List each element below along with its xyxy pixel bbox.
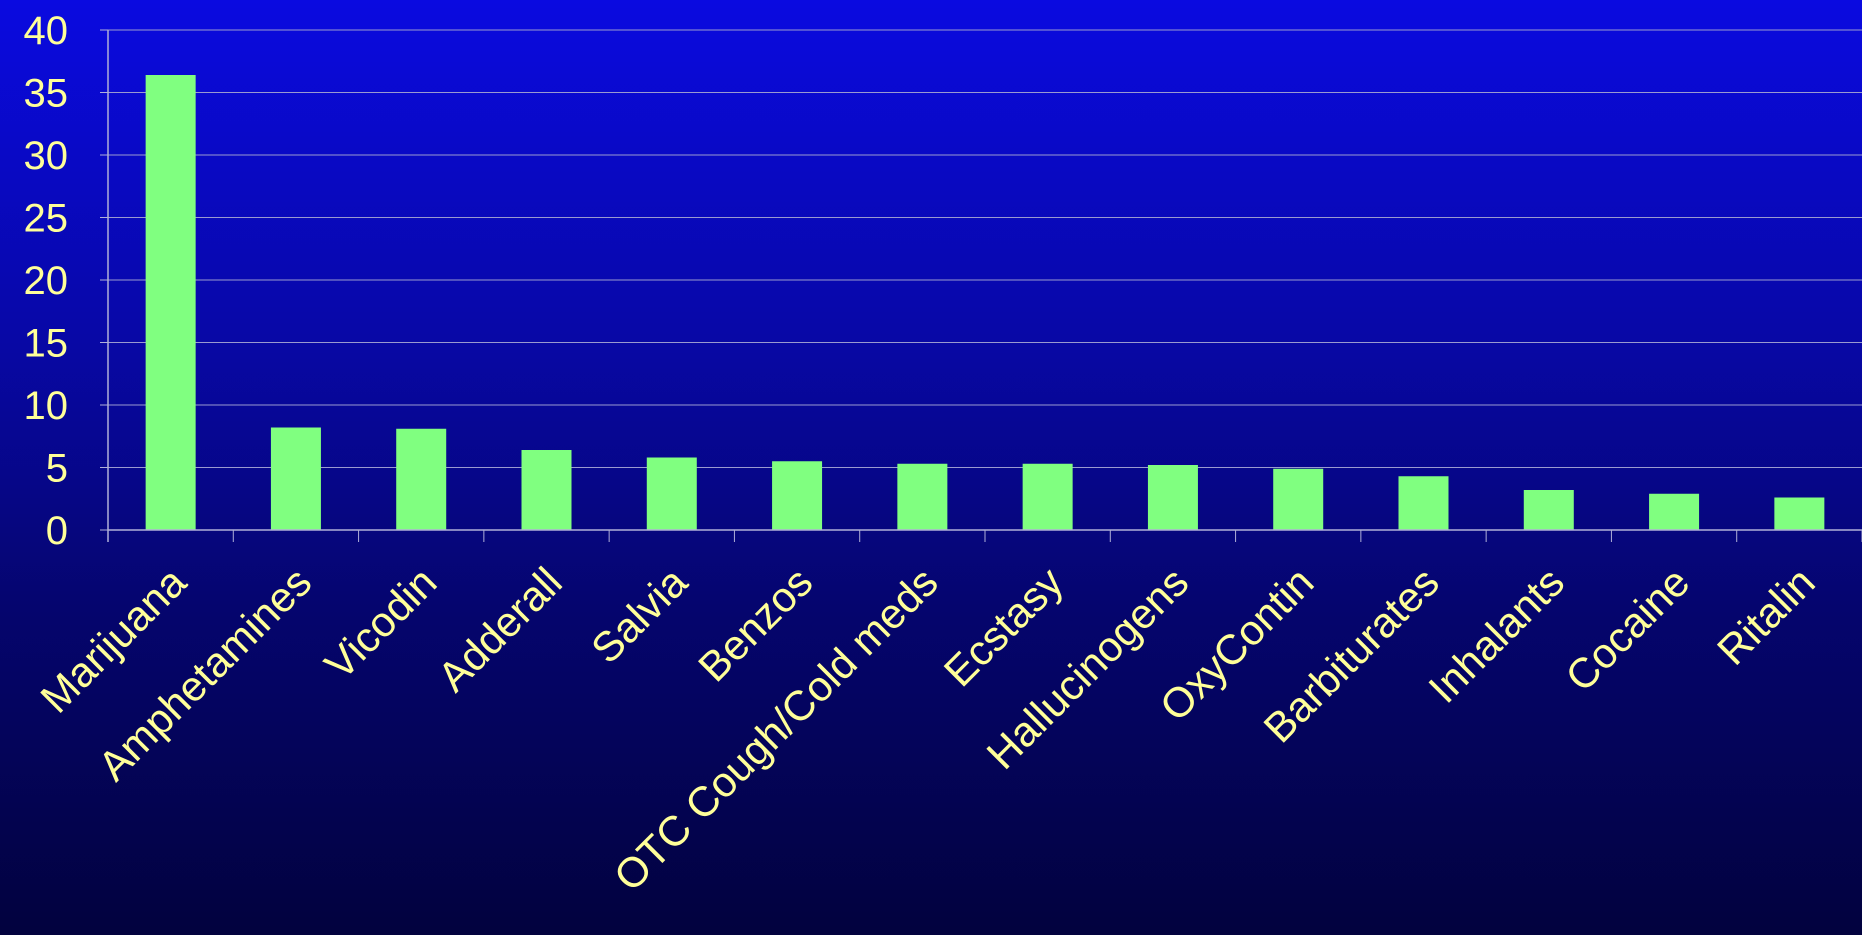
bar bbox=[270, 427, 321, 530]
bar bbox=[897, 463, 948, 530]
bar bbox=[1398, 476, 1449, 530]
x-category-label: Salvia bbox=[582, 558, 697, 673]
bar bbox=[1022, 463, 1073, 530]
x-category-label: Ritalin bbox=[1708, 558, 1824, 674]
bar bbox=[396, 428, 447, 530]
y-tick-label: 30 bbox=[24, 134, 69, 178]
y-tick-label: 35 bbox=[24, 72, 69, 116]
x-category-label: Adderall bbox=[429, 558, 571, 700]
y-tick-labels: 0 5 10 15 20 25 30 35 40 bbox=[24, 9, 69, 553]
y-tick-label: 5 bbox=[46, 447, 68, 491]
bars bbox=[145, 75, 1825, 530]
bar bbox=[1523, 490, 1574, 530]
axes bbox=[100, 29, 1862, 542]
x-category-label: Inhalants bbox=[1419, 558, 1573, 712]
bar bbox=[145, 75, 196, 530]
y-tick-label: 40 bbox=[24, 9, 69, 53]
x-category-label: Vicodin bbox=[315, 558, 445, 688]
y-tick-label: 20 bbox=[24, 259, 69, 303]
bar bbox=[1273, 468, 1324, 530]
bar bbox=[646, 457, 697, 530]
gridlines bbox=[108, 29, 1862, 468]
y-tick-label: 25 bbox=[24, 197, 69, 241]
y-tick-label: 0 bbox=[46, 509, 68, 553]
bar bbox=[1147, 465, 1198, 530]
x-category-label: Amphetamines bbox=[89, 558, 320, 789]
bar bbox=[1649, 493, 1700, 530]
y-tick-label: 15 bbox=[24, 322, 69, 366]
bar bbox=[1774, 497, 1825, 530]
x-category-label: Cocaine bbox=[1556, 558, 1698, 700]
y-tick-label: 10 bbox=[24, 384, 69, 428]
bar bbox=[521, 450, 572, 530]
bar bbox=[772, 461, 823, 530]
